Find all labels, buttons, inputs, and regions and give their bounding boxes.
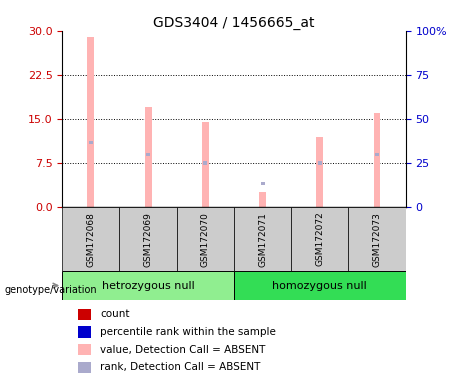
Bar (62, 207, 119, 271)
Text: value, Detection Call = ABSENT: value, Detection Call = ABSENT (100, 345, 266, 355)
Bar (316, 137, 323, 207)
Text: rank, Detection Call = ABSENT: rank, Detection Call = ABSENT (100, 362, 260, 372)
Text: count: count (100, 310, 130, 319)
Bar (62, 271, 234, 300)
Text: percentile rank within the sample: percentile rank within the sample (100, 327, 276, 337)
Bar (203, 161, 207, 165)
Bar (78, 326, 91, 338)
Bar (177, 207, 234, 271)
Bar (234, 207, 291, 271)
Bar (119, 207, 177, 271)
Text: GSM172069: GSM172069 (143, 212, 153, 266)
Bar (78, 344, 91, 355)
Text: homozygous null: homozygous null (272, 281, 367, 291)
Text: GSM172068: GSM172068 (86, 212, 95, 266)
Bar (145, 107, 152, 207)
Bar (88, 36, 95, 207)
Text: GSM172071: GSM172071 (258, 212, 267, 266)
Bar (234, 271, 406, 300)
Bar (202, 122, 209, 207)
Bar (318, 161, 322, 165)
Bar (78, 309, 91, 320)
Bar (260, 182, 265, 185)
Bar (349, 207, 406, 271)
Bar (373, 113, 380, 207)
Bar (146, 152, 150, 156)
Text: genotype/variation: genotype/variation (5, 285, 97, 295)
Bar (78, 362, 91, 373)
Text: hetrozygous null: hetrozygous null (102, 281, 195, 291)
Bar (291, 207, 349, 271)
Text: GSM172070: GSM172070 (201, 212, 210, 266)
Text: GSM172073: GSM172073 (372, 212, 382, 266)
Text: GSM172072: GSM172072 (315, 212, 325, 266)
Bar (89, 141, 93, 144)
Title: GDS3404 / 1456665_at: GDS3404 / 1456665_at (153, 16, 315, 30)
Bar (259, 192, 266, 207)
Bar (375, 152, 379, 156)
